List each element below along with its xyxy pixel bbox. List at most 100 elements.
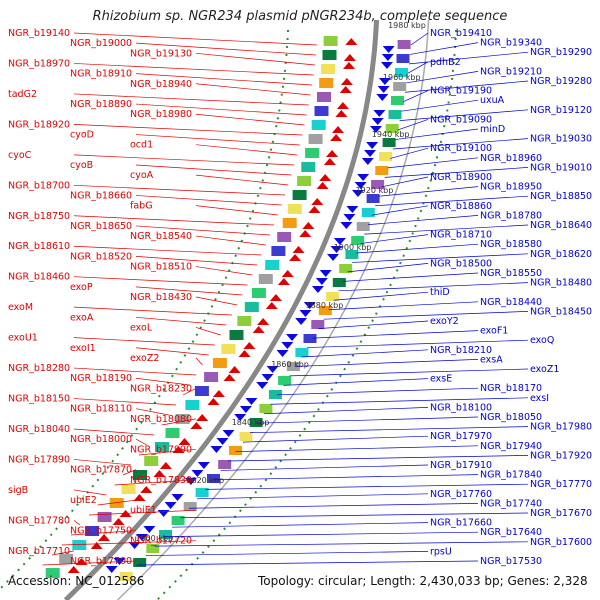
right-label-line — [392, 138, 529, 150]
right-gene-label: NGR_b19410 — [430, 28, 492, 39]
right-gene-label: NGR_b17770 — [530, 479, 592, 490]
right-gene-label: uxuA — [480, 95, 505, 106]
left-label-line — [195, 296, 238, 306]
left-gene-label: cyoA — [130, 170, 154, 181]
left-gene-label: cyoB — [70, 160, 93, 171]
gene-block — [268, 390, 282, 399]
gene-arrow-forward — [243, 342, 256, 349]
gene-arrow-forward — [299, 230, 312, 237]
gene-block — [295, 348, 309, 357]
kbp-tick-label: 1820 kbp — [186, 476, 224, 485]
left-label-line — [135, 73, 313, 86]
right-gene-label: NGR_b18850 — [530, 191, 592, 202]
gene-block — [239, 432, 253, 441]
gene-arrow-reverse — [311, 286, 324, 293]
left-label-line — [195, 205, 278, 216]
gene-block — [251, 288, 266, 298]
right-gene-label: NGR_b17980 — [530, 422, 592, 433]
left-label-line — [114, 479, 197, 486]
right-label-line — [301, 349, 429, 358]
gene-block — [121, 484, 136, 494]
gene-block — [258, 274, 273, 284]
gene-block — [382, 138, 396, 147]
gene-block — [325, 292, 339, 301]
right-gene-label: exoY2 — [430, 316, 459, 327]
right-label-line — [409, 42, 479, 55]
gene-arrow-reverse — [319, 270, 332, 277]
left-label-line — [52, 550, 75, 556]
left-gene-label: exoA — [70, 312, 94, 323]
gene-arrow-reverse — [105, 566, 118, 573]
right-label-line — [404, 80, 529, 93]
gene-arrow-reverse — [361, 158, 374, 165]
gene-block — [204, 372, 219, 382]
right-gene-label: NGR_b18500 — [430, 258, 492, 269]
left-gene-label: NGR_b17700 — [70, 556, 132, 567]
right-label-line — [242, 435, 429, 443]
right-label-line — [360, 234, 429, 244]
right-label-line — [188, 503, 479, 509]
left-gene-label: NGR_b18150 — [8, 394, 70, 405]
gene-arrow-forward — [330, 134, 343, 141]
right-gene-label: NGR_b18440 — [480, 297, 542, 308]
inner-arc — [117, 19, 430, 600]
left-gene-label: NGR_b17710 — [8, 546, 70, 557]
gene-arrow-forward — [228, 366, 241, 373]
left-label-line — [195, 144, 298, 156]
left-label-line — [135, 164, 292, 176]
gene-block — [271, 246, 286, 256]
right-label-line — [196, 493, 429, 500]
right-label-line — [407, 61, 429, 74]
gene-block — [356, 222, 370, 231]
left-gene-label: NGR_b18980 — [130, 109, 192, 120]
left-gene-label: NGR_b17990 — [130, 444, 192, 455]
gene-block — [314, 106, 329, 116]
left-label-line — [73, 520, 81, 526]
kbp-tick-label: 1940 kbp — [372, 130, 410, 139]
kbp-tick-label: 1900 kbp — [334, 243, 372, 252]
right-label-line — [323, 311, 529, 320]
left-gene-label: ocd1 — [130, 140, 153, 151]
gene-block — [159, 530, 173, 539]
left-gene-label: NGR_b18000 — [70, 434, 132, 445]
right-gene-label: NGR_b18900 — [430, 172, 492, 183]
left-label-line — [73, 93, 309, 106]
gene-block — [311, 120, 326, 130]
right-label-line — [283, 378, 429, 386]
left-label-line — [73, 306, 232, 316]
left-label-line — [73, 184, 286, 196]
left-label-line — [135, 103, 307, 116]
left-label-line — [73, 428, 155, 436]
right-label-line — [289, 368, 529, 377]
gene-block — [146, 544, 160, 553]
gene-block — [339, 264, 353, 273]
gene-block — [119, 572, 133, 581]
right-gene-label: rpsU — [430, 546, 452, 557]
right-label-line — [270, 397, 529, 405]
gene-arrow-reverse — [340, 222, 353, 229]
right-label-line — [220, 464, 429, 471]
left-label-line — [135, 316, 227, 326]
right-label-line — [399, 109, 529, 121]
gene-block — [351, 236, 365, 245]
gene-block — [249, 418, 263, 427]
right-gene-label: NGR_b19190 — [430, 86, 492, 97]
right-gene-label: exoF1 — [480, 326, 508, 337]
left-gene-label: NGR_b18660 — [70, 190, 132, 201]
left-gene-label: exoL — [130, 322, 153, 333]
gene-block — [286, 362, 300, 371]
right-label-line — [410, 32, 429, 46]
right-gene-label: NGR_b18450 — [530, 306, 592, 317]
gene-block — [395, 68, 408, 77]
gene-arrow-forward — [153, 470, 166, 477]
right-label-line — [378, 186, 479, 197]
gene-arrow-reverse — [378, 78, 391, 85]
left-gene-label: NGR_b18430 — [130, 292, 192, 303]
gene-arrow-forward — [336, 102, 349, 109]
left-gene-label: NGR_b18970 — [8, 58, 70, 69]
gene-arrow-reverse — [136, 534, 149, 541]
left-label-line — [61, 540, 197, 546]
left-label-line — [73, 489, 107, 496]
gene-arrow-forward — [335, 110, 348, 117]
right-gene-label: NGR_b17640 — [480, 527, 542, 538]
